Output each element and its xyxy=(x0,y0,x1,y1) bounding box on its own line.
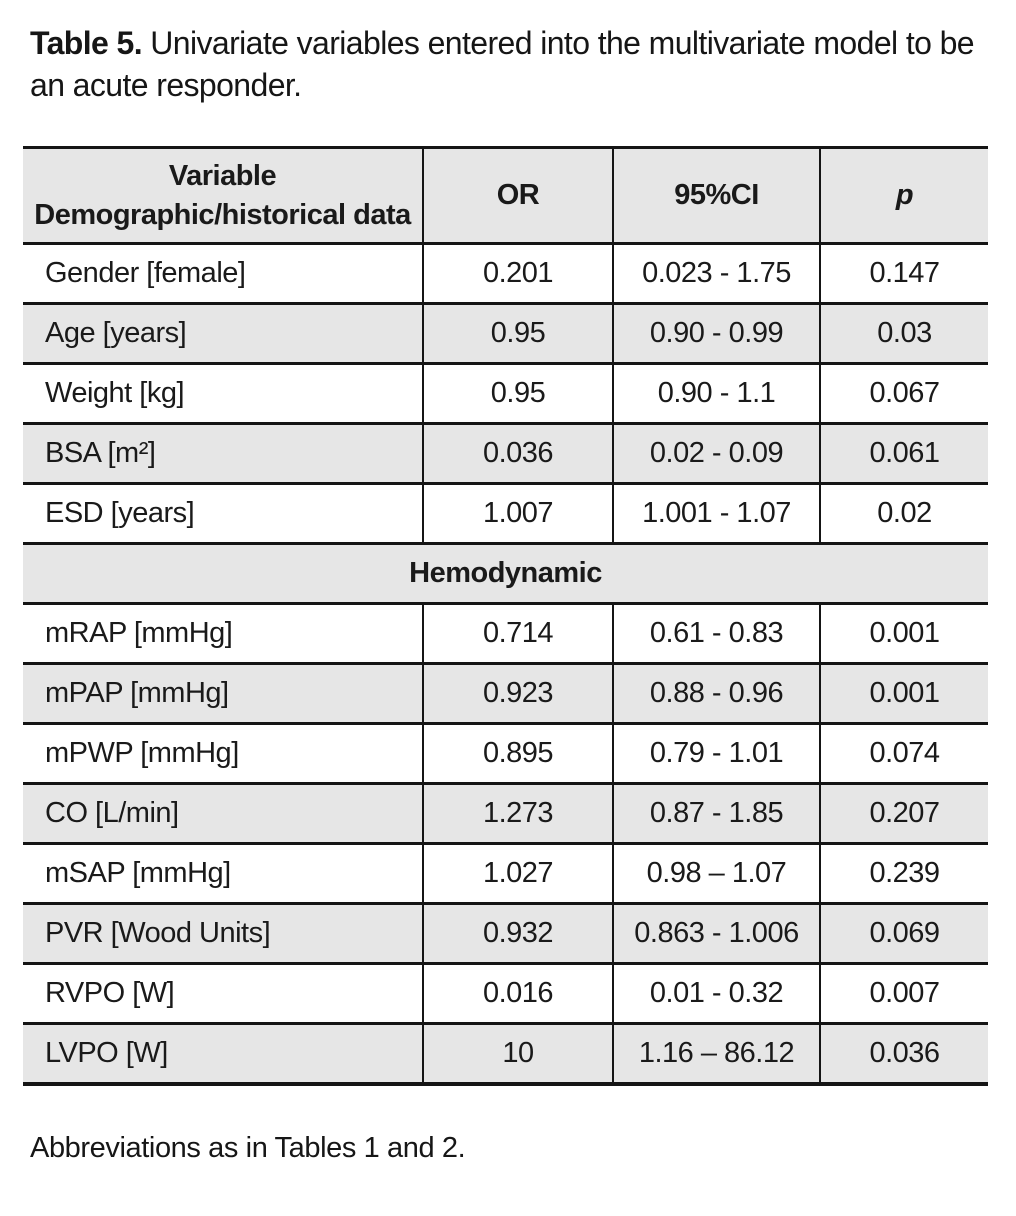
cell-variable: mPWP [mmHg] xyxy=(23,722,423,784)
footnote: Abbreviations as in Tables 1 and 2. xyxy=(30,1131,466,1164)
cell-p: 0.061 xyxy=(819,422,988,484)
cell-ci: 0.90 - 0.99 xyxy=(612,302,820,364)
cell-or: 0.923 xyxy=(422,662,613,724)
cell-variable: RVPO [W] xyxy=(23,962,423,1024)
cell-variable: BSA [m²] xyxy=(23,422,423,484)
cell-p: 0.036 xyxy=(819,1022,988,1084)
cell-p: 0.074 xyxy=(819,722,988,784)
header-variable-line2: Demographic/historical data xyxy=(34,198,411,231)
cell-p: 0.001 xyxy=(819,602,988,664)
cell-ci: 0.61 - 0.83 xyxy=(612,602,820,664)
cell-variable: mSAP [mmHg] xyxy=(23,842,423,904)
table-title-text: Univariate variables entered into the mu… xyxy=(30,25,975,104)
table-row: mPAP [mmHg] 0.923 0.88 - 0.96 0.001 xyxy=(23,662,988,724)
section-row: Hemodynamic xyxy=(23,542,988,604)
cell-or: 0.714 xyxy=(422,602,613,664)
cell-or: 0.932 xyxy=(422,902,613,964)
table-row: CO [L/min] 1.273 0.87 - 1.85 0.207 xyxy=(23,782,988,844)
cell-variable: LVPO [W] xyxy=(23,1022,423,1084)
cell-ci: 0.87 - 1.85 xyxy=(612,782,820,844)
cell-ci: 0.863 - 1.006 xyxy=(612,902,820,964)
cell-p: 0.147 xyxy=(819,242,988,304)
table-title: Table 5. Univariate variables entered in… xyxy=(30,22,992,106)
cell-variable: mRAP [mmHg] xyxy=(23,602,423,664)
cell-variable: PVR [Wood Units] xyxy=(23,902,423,964)
table-row: Weight [kg] 0.95 0.90 - 1.1 0.067 xyxy=(23,362,988,424)
header-p: p xyxy=(819,146,988,244)
cell-variable: ESD [years] xyxy=(23,482,423,544)
cell-variable: Gender [female] xyxy=(23,242,423,304)
header-variable: Variable Demographic/historical data xyxy=(23,146,423,244)
cell-or: 0.036 xyxy=(422,422,613,484)
cell-p: 0.02 xyxy=(819,482,988,544)
cell-or: 10 xyxy=(422,1022,613,1084)
univariate-table: Variable Demographic/historical data OR … xyxy=(23,146,988,1086)
cell-ci: 0.88 - 0.96 xyxy=(612,662,820,724)
table-body: Gender [female] 0.201 0.023 - 1.75 0.147 Age… xyxy=(23,242,988,1084)
cell-or: 1.273 xyxy=(422,782,613,844)
cell-ci: 0.02 - 0.09 xyxy=(612,422,820,484)
header-ci: 95%CI xyxy=(612,146,820,244)
cell-variable: Weight [kg] xyxy=(23,362,423,424)
cell-ci: 0.01 - 0.32 xyxy=(612,962,820,1024)
header-variable-line1: Variable xyxy=(168,159,277,192)
cell-ci: 1.16 – 86.12 xyxy=(612,1022,820,1084)
table-row: BSA [m²] 0.036 0.02 - 0.09 0.061 xyxy=(23,422,988,484)
cell-or: 0.95 xyxy=(422,362,613,424)
table-row: mPWP [mmHg] 0.895 0.79 - 1.01 0.074 xyxy=(23,722,988,784)
cell-ci: 1.001 - 1.07 xyxy=(612,482,820,544)
table-row: PVR [Wood Units] 0.932 0.863 - 1.006 0.069 xyxy=(23,902,988,964)
cell-p: 0.001 xyxy=(819,662,988,724)
header-or: OR xyxy=(422,146,613,244)
cell-ci: 0.79 - 1.01 xyxy=(612,722,820,784)
cell-or: 0.016 xyxy=(422,962,613,1024)
table-row: LVPO [W] 10 1.16 – 86.12 0.036 xyxy=(23,1022,988,1084)
cell-or: 0.95 xyxy=(422,302,613,364)
cell-or: 0.895 xyxy=(422,722,613,784)
header-row: Variable Demographic/historical data OR … xyxy=(23,146,988,244)
cell-p: 0.069 xyxy=(819,902,988,964)
table-row: RVPO [W] 0.016 0.01 - 0.32 0.007 xyxy=(23,962,988,1024)
table-row: mRAP [mmHg] 0.714 0.61 - 0.83 0.001 xyxy=(23,602,988,664)
cell-or: 0.201 xyxy=(422,242,613,304)
cell-p: 0.067 xyxy=(819,362,988,424)
cell-ci: 0.90 - 1.1 xyxy=(612,362,820,424)
cell-p: 0.207 xyxy=(819,782,988,844)
cell-variable: Age [years] xyxy=(23,302,423,364)
section-header: Hemodynamic xyxy=(23,542,988,604)
table-title-label: Table 5. xyxy=(30,25,143,61)
cell-or: 1.007 xyxy=(422,482,613,544)
table-row: mSAP [mmHg] 1.027 0.98 – 1.07 0.239 xyxy=(23,842,988,904)
cell-p: 0.239 xyxy=(819,842,988,904)
table-row: ESD [years] 1.007 1.001 - 1.07 0.02 xyxy=(23,482,988,544)
cell-variable: mPAP [mmHg] xyxy=(23,662,423,724)
cell-ci: 0.98 – 1.07 xyxy=(612,842,820,904)
cell-ci: 0.023 - 1.75 xyxy=(612,242,820,304)
cell-p: 0.03 xyxy=(819,302,988,364)
cell-p: 0.007 xyxy=(819,962,988,1024)
table-head: Variable Demographic/historical data OR … xyxy=(23,146,988,244)
table-row: Age [years] 0.95 0.90 - 0.99 0.03 xyxy=(23,302,988,364)
cell-variable: CO [L/min] xyxy=(23,782,423,844)
cell-or: 1.027 xyxy=(422,842,613,904)
table-row: Gender [female] 0.201 0.023 - 1.75 0.147 xyxy=(23,242,988,304)
